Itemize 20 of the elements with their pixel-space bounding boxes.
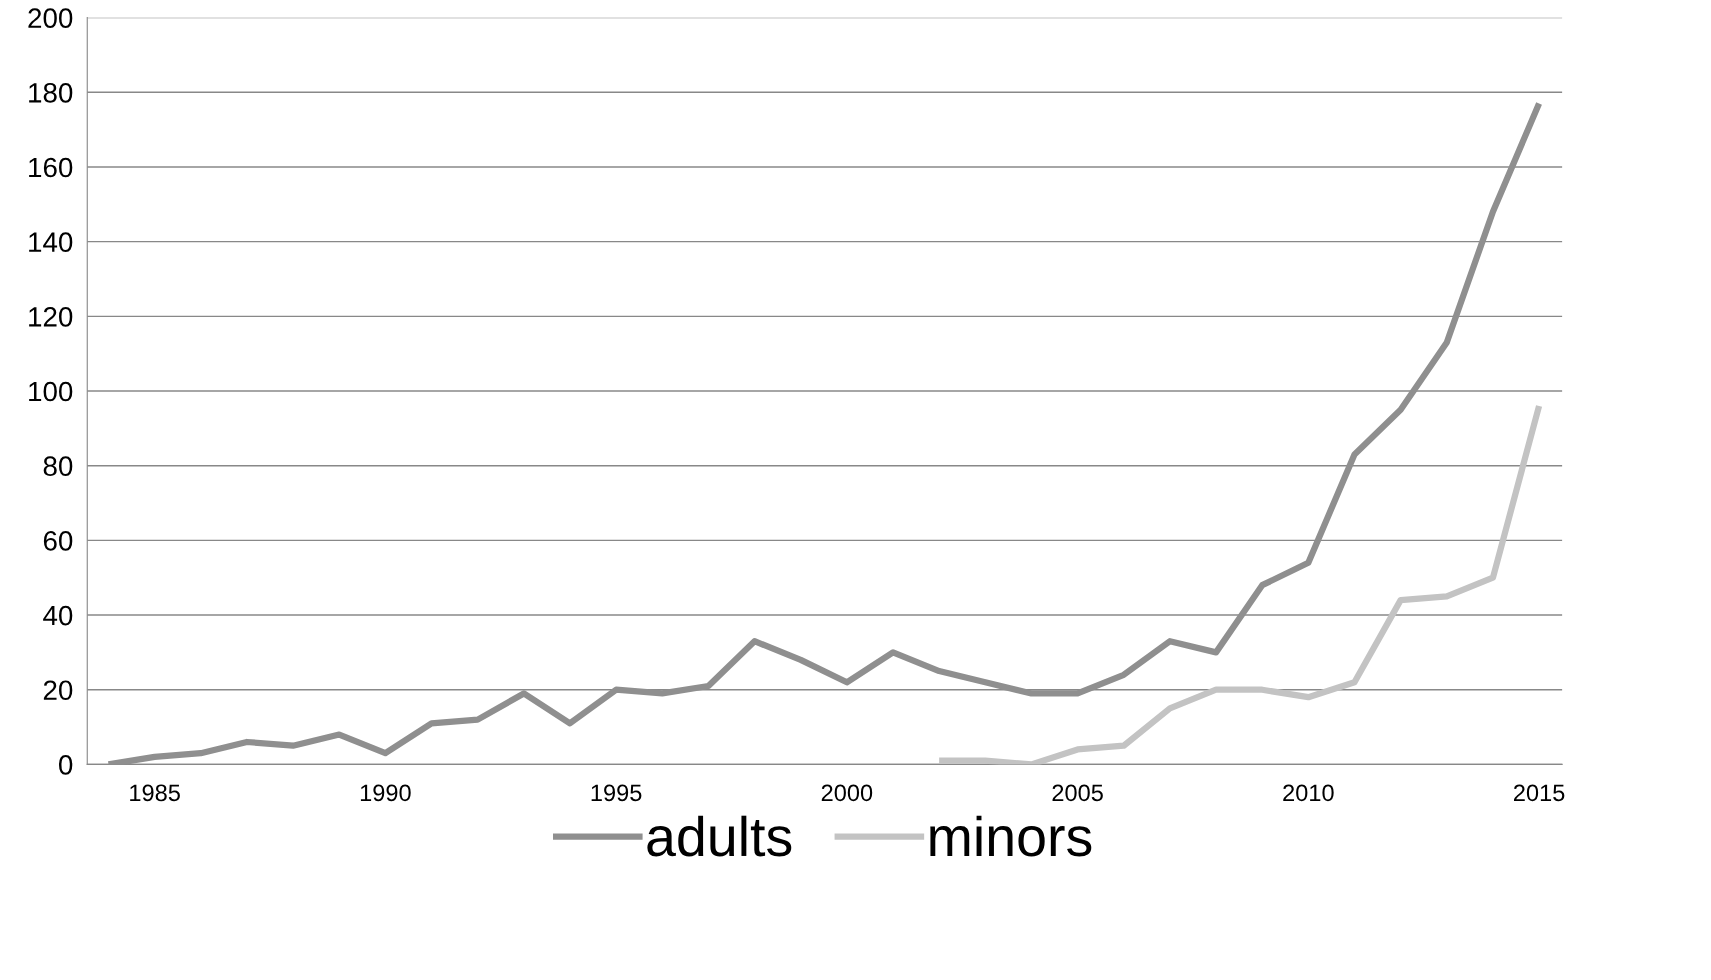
y-tick-label: 60 <box>43 531 73 551</box>
legend-label: adults <box>647 815 792 857</box>
y-tick-label: 120 <box>29 307 73 327</box>
x-tick-label: 1995 <box>591 784 642 802</box>
y-tick-label: 100 <box>29 381 73 402</box>
y-tick-label: 180 <box>29 82 73 103</box>
x-tick-label: 2015 <box>1514 784 1565 802</box>
y-tick-label: 80 <box>43 456 73 477</box>
legend-label: minors <box>930 815 1092 857</box>
y-tick-label: 0 <box>59 755 73 775</box>
y-tick-label: 40 <box>43 605 73 626</box>
x-tick-label: 1985 <box>130 784 180 802</box>
x-tick-label: 1990 <box>360 784 411 802</box>
y-tick-label: 140 <box>29 232 73 253</box>
x-tick-label: 2005 <box>1052 784 1103 802</box>
y-tick-label: 160 <box>29 157 73 178</box>
x-tick-label: 2010 <box>1283 784 1334 802</box>
y-tick-label: 200 <box>28 8 73 28</box>
x-tick-label: 2000 <box>821 784 873 802</box>
y-tick-label: 20 <box>43 680 73 701</box>
